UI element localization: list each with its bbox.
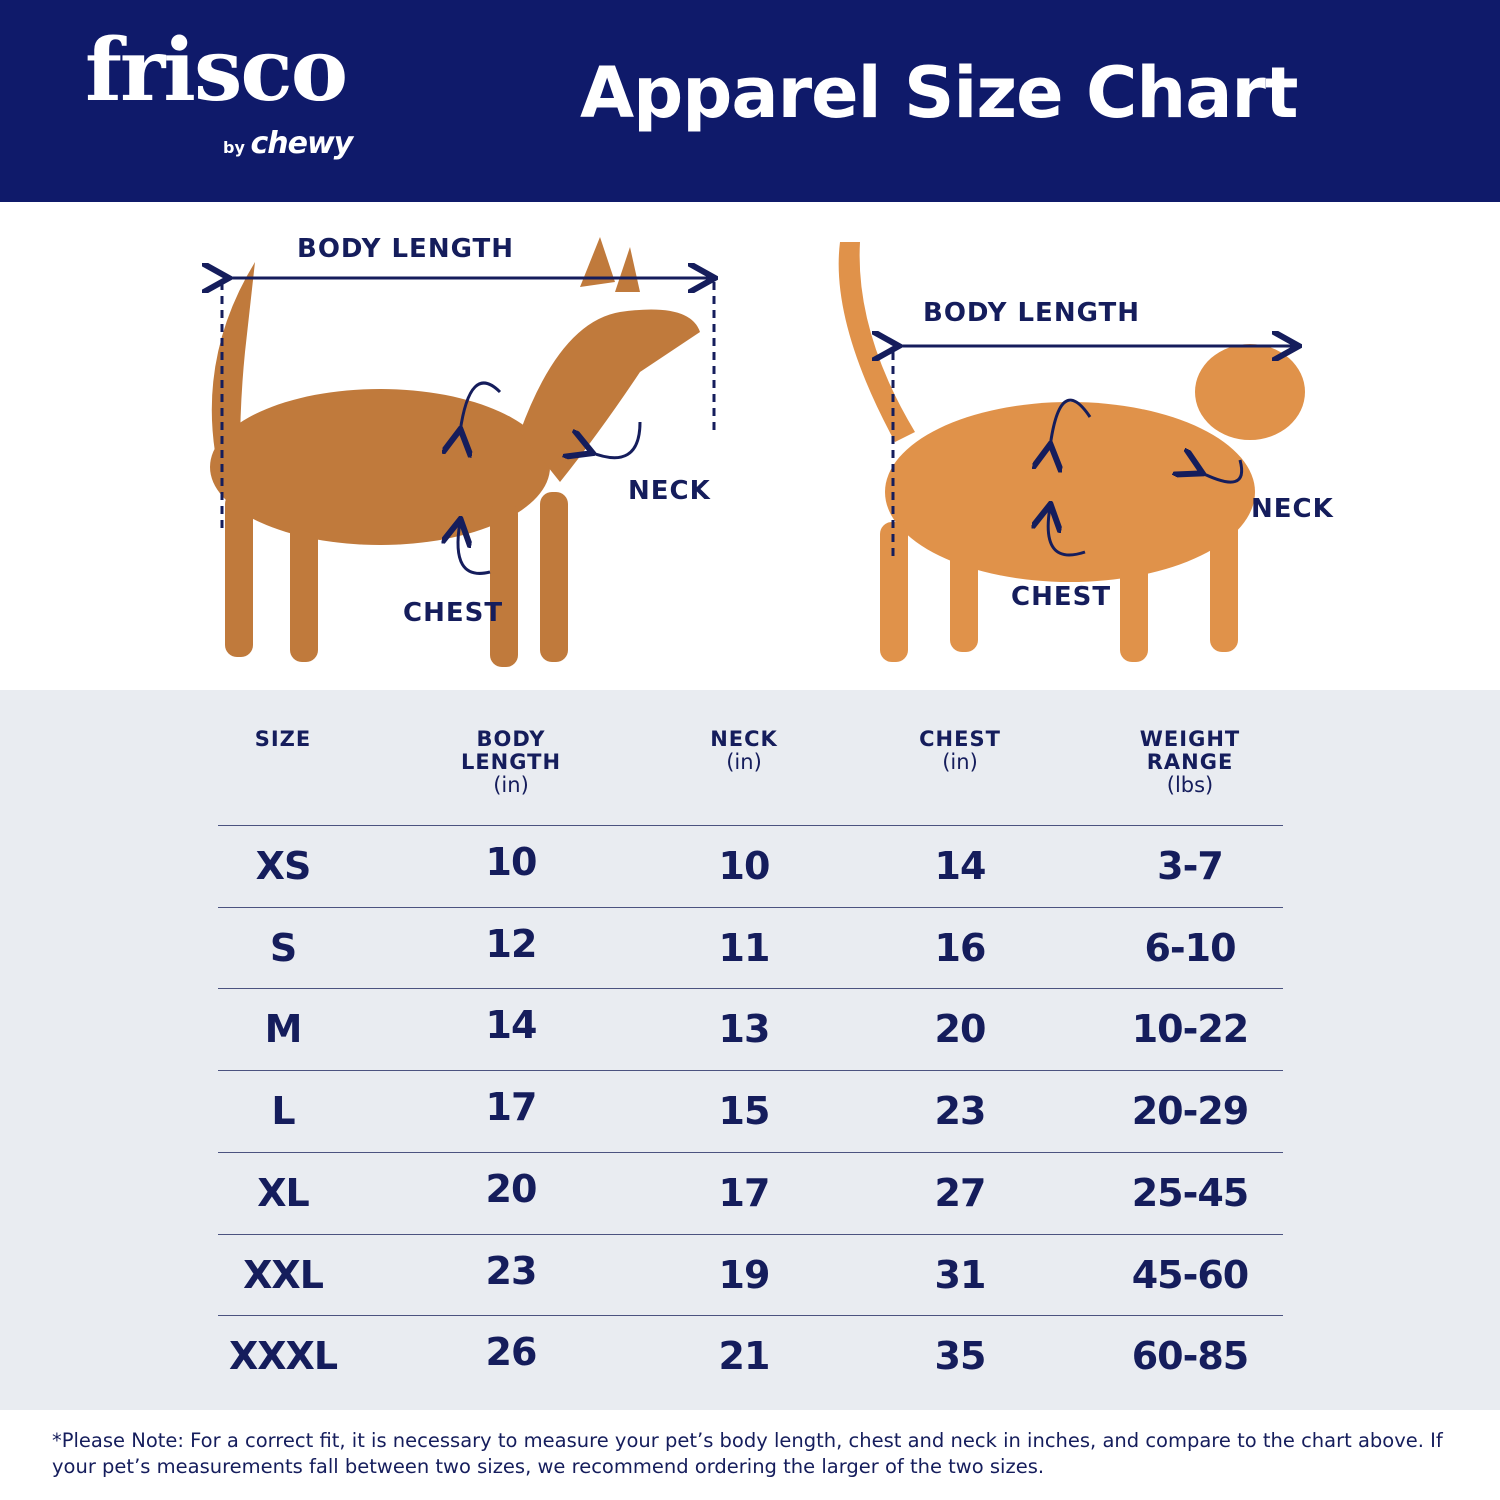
column-header-title: NECK xyxy=(710,727,778,751)
size-cell: M xyxy=(264,1007,303,1052)
dog-chest-label: CHEST xyxy=(403,598,504,628)
column-header-unit: (in) xyxy=(942,750,978,774)
pet-measurement-diagram: BODY LENGTH NECK CHEST BODY LENGTH NECK … xyxy=(0,202,1500,690)
value-cell: 60-85 xyxy=(1131,1334,1250,1379)
column-header-title: BODY LENGTH xyxy=(460,727,562,774)
column-header-unit: (lbs) xyxy=(1166,773,1214,797)
column-header: BODY LENGTH (in) xyxy=(411,728,611,797)
size-cell: L xyxy=(271,1089,295,1134)
cat-neck-arrow xyxy=(1200,460,1243,484)
value-cell: 45-60 xyxy=(1131,1252,1250,1297)
cat-image xyxy=(838,242,1305,662)
column-header-title: WEIGHT RANGE xyxy=(1139,727,1241,774)
value-cell: 16 xyxy=(934,925,987,970)
value-cell: 13 xyxy=(718,1007,771,1052)
value-cell: 21 xyxy=(718,1334,771,1379)
column-header: SIZE xyxy=(183,728,383,751)
logo-wordmark: frisco xyxy=(85,20,348,121)
value-cell: 10 xyxy=(485,840,538,884)
column-header: NECK (in) xyxy=(644,728,844,774)
logo-chewy: chewy xyxy=(250,126,353,161)
value-cell: 31 xyxy=(934,1252,987,1297)
logo-by: by xyxy=(223,138,245,157)
cat-back-arrow xyxy=(1050,398,1092,447)
pet-illustrations xyxy=(0,237,1305,667)
column-header-title: CHEST xyxy=(919,727,1001,751)
value-cell: 12 xyxy=(485,921,538,966)
value-cell: 17 xyxy=(485,1085,538,1130)
logo-byline: by chewy xyxy=(223,126,353,161)
value-cell: 20 xyxy=(485,1166,538,1211)
table-row: XS 10 10 14 3-7 xyxy=(218,825,1283,907)
column-header-title: SIZE xyxy=(254,727,312,751)
column-header: WEIGHT RANGE (lbs) xyxy=(1090,728,1290,797)
value-cell: 14 xyxy=(485,1003,538,1048)
value-cell: 10-22 xyxy=(1131,1007,1250,1052)
value-cell: 11 xyxy=(718,925,771,970)
header: frisco by chewy Apparel Size Chart xyxy=(0,0,1500,202)
dog-body-length-label: BODY LENGTH xyxy=(297,234,514,264)
value-cell: 6-10 xyxy=(1144,925,1236,970)
value-cell: 27 xyxy=(934,1170,987,1215)
value-cell: 23 xyxy=(934,1089,987,1134)
cat-body-length-label: BODY LENGTH xyxy=(923,298,1140,328)
value-cell: 35 xyxy=(934,1334,987,1379)
size-table: SIZE BODY LENGTH (in) NECK (in) CHEST (in) WEIG… xyxy=(0,690,1500,1410)
dog-neck-arrow-1 xyxy=(460,381,502,432)
column-header: CHEST (in) xyxy=(860,728,1060,774)
size-cell: XS xyxy=(255,844,312,888)
dog-chest-arrow xyxy=(458,522,491,575)
value-cell: 19 xyxy=(718,1252,771,1297)
dog-neck-arrow-2 xyxy=(590,421,642,458)
footer-note: *Please Note: For a correct fit, it is n… xyxy=(52,1429,1443,1478)
cat-neck-label: NECK xyxy=(1251,494,1334,524)
frisco-logo: frisco by chewy xyxy=(85,20,353,162)
table-row: XL 20 17 27 25-45 xyxy=(218,1151,1283,1234)
cat-chest-arrow xyxy=(1048,507,1086,557)
value-cell: 14 xyxy=(934,844,987,888)
value-cell: 23 xyxy=(485,1248,538,1293)
value-cell: 25-45 xyxy=(1131,1170,1250,1215)
dog-neck-label: NECK xyxy=(628,476,711,506)
value-cell: 15 xyxy=(718,1089,771,1134)
value-cell: 17 xyxy=(718,1170,771,1215)
size-cell: S xyxy=(269,925,297,970)
table-row: M 14 13 20 10-22 xyxy=(218,988,1283,1070)
table-row: XXXL 26 21 35 60-85 xyxy=(218,1315,1283,1397)
value-cell: 10 xyxy=(718,844,771,888)
size-cell: XXXL xyxy=(228,1334,338,1379)
value-cell: 20 xyxy=(934,1007,987,1052)
measurement-arrows xyxy=(222,278,1296,575)
size-cell: XL xyxy=(257,1170,310,1215)
value-cell: 26 xyxy=(485,1330,538,1375)
table-row: XXL 23 19 31 45-60 xyxy=(218,1233,1283,1316)
size-cell: XXL xyxy=(243,1252,324,1297)
value-cell: 20-29 xyxy=(1131,1089,1250,1134)
page-title: Apparel Size Chart xyxy=(580,52,1298,134)
table-row: L 17 15 23 20-29 xyxy=(218,1070,1283,1152)
column-header-unit: (in) xyxy=(493,773,529,797)
value-cell: 3-7 xyxy=(1157,844,1224,888)
cat-chest-label: CHEST xyxy=(1011,582,1112,612)
column-header-unit: (in) xyxy=(726,750,762,774)
table-row: S 12 11 16 6-10 xyxy=(218,906,1283,989)
